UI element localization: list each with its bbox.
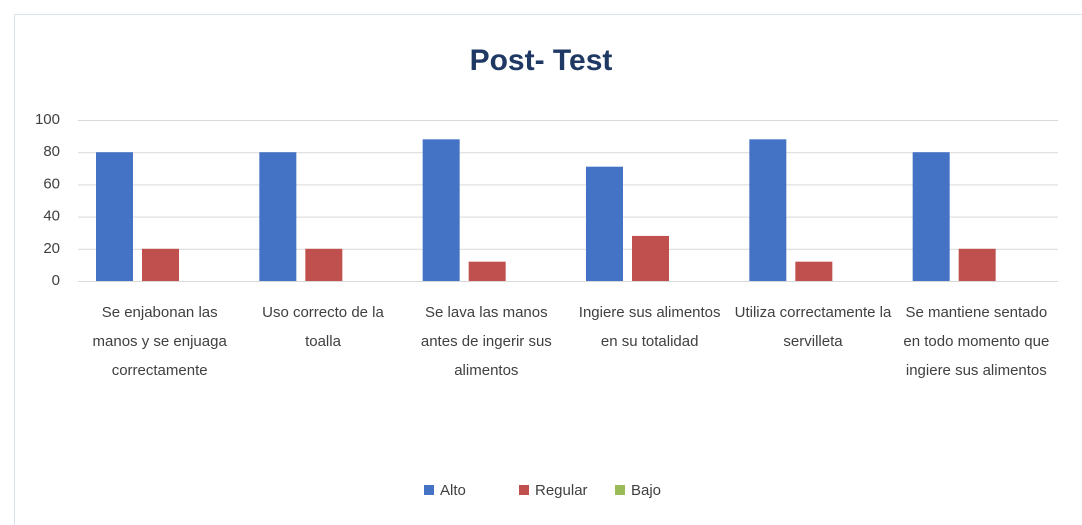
bar: [142, 248, 179, 281]
x-tick-label: Utiliza correctamente la servilleta: [735, 304, 892, 350]
bar: [795, 261, 833, 281]
y-tick-label: 0: [52, 272, 60, 289]
y-tick-label: 40: [43, 208, 60, 225]
y-tick-label: 100: [35, 111, 60, 128]
y-tick-label: 80: [43, 143, 60, 160]
y-tick-label: 60: [43, 175, 60, 192]
x-tick-label: Se lava las manos antes de ingerir sus ali…: [421, 304, 552, 379]
bar: [912, 152, 950, 281]
legend-swatch: [519, 485, 529, 495]
legend-label: Alto: [440, 482, 466, 499]
bar: [96, 152, 133, 281]
bar: [468, 261, 506, 281]
x-tick-label: Se mantiene sentado en todo momento que in…: [903, 304, 1049, 379]
legend-swatch: [424, 485, 434, 495]
x-tick-label: Se enjabonan las manos y se enjuaga correc…: [93, 304, 228, 379]
chart-title: Post- Test: [470, 44, 613, 77]
bar: [586, 166, 623, 281]
x-tick-label: Ingiere sus alimentos en su totalidad: [579, 304, 721, 350]
legend-swatch: [615, 485, 625, 495]
bar: [305, 248, 343, 281]
legend-label: Bajo: [631, 482, 661, 499]
y-tick-label: 20: [43, 240, 60, 257]
bar: [422, 139, 460, 281]
chart-frame: [14, 14, 1082, 525]
bar: [259, 152, 297, 281]
bar: [749, 139, 787, 281]
x-tick-label: Uso correcto de la toalla: [262, 304, 384, 350]
bar: [632, 235, 669, 281]
legend-label: Regular: [535, 482, 588, 499]
bar: [958, 248, 996, 281]
